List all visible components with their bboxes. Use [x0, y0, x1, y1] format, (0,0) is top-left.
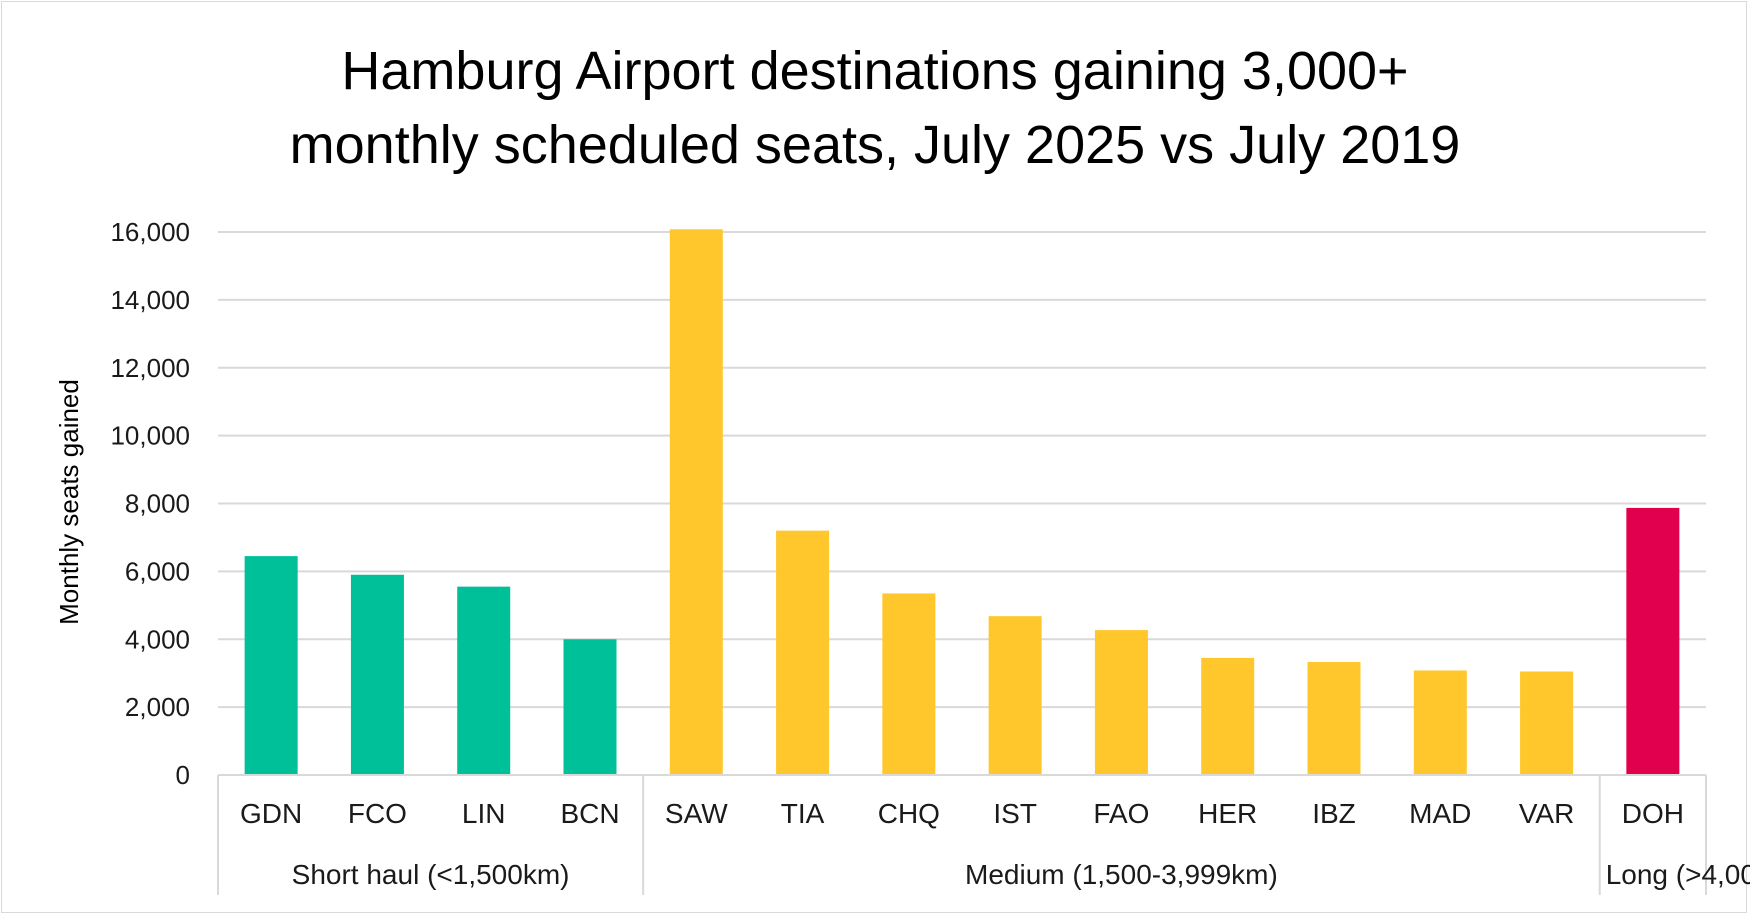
chart-title: Hamburg Airport destinations gaining 3,0… [0, 34, 1750, 182]
bar-ist [988, 616, 1042, 775]
bar-saw [669, 229, 723, 775]
y-tick-label: 4,000 [125, 624, 190, 654]
bar-chq [882, 593, 936, 775]
bar-her [1201, 657, 1255, 775]
x-tick-label: FCO [348, 798, 407, 829]
y-tick-label: 6,000 [125, 556, 190, 586]
bar-bcn [563, 639, 617, 775]
x-tick-label: IST [993, 798, 1037, 829]
bar-mad [1413, 670, 1467, 775]
group-label: Long (>4,000km) [1606, 859, 1750, 890]
y-tick-label: 10,000 [110, 421, 190, 451]
x-tick-label: GDN [240, 798, 302, 829]
x-tick-label: IBZ [1312, 798, 1356, 829]
x-tick-label: CHQ [878, 798, 940, 829]
y-tick-label: 8,000 [125, 489, 190, 519]
y-tick-label: 0 [176, 760, 190, 790]
bars [244, 229, 1680, 775]
bar-doh [1626, 507, 1680, 775]
chart-title-line-1: Hamburg Airport destinations gaining 3,0… [341, 41, 1409, 101]
bar-var [1520, 671, 1574, 775]
x-tick-label: MAD [1409, 798, 1471, 829]
bar-ibz [1307, 661, 1361, 775]
chart-title-line-2: monthly scheduled seats, July 2025 vs Ju… [289, 115, 1461, 175]
y-tick-label: 14,000 [110, 285, 190, 315]
gridlines [218, 231, 1706, 709]
y-tick-label: 16,000 [110, 217, 190, 247]
x-tick-label: TIA [781, 798, 825, 829]
bar-fao [1094, 630, 1148, 775]
x-tick-label: VAR [1519, 798, 1575, 829]
x-tick-label: BCN [560, 798, 619, 829]
group-label: Medium (1,500-3,999km) [965, 859, 1278, 890]
x-axis: GDN FCO LIN BCN SAW TIA CHQ IST FAO HER IBZ MAD VAR D… [217, 774, 1750, 895]
x-tick-label: HER [1198, 798, 1257, 829]
x-tick-label: LIN [462, 798, 506, 829]
x-tick-label: FAO [1093, 798, 1149, 829]
bar-fco [350, 574, 404, 775]
y-tick-label: 2,000 [125, 692, 190, 722]
x-tick-label: SAW [665, 798, 728, 829]
group-label: Short haul (<1,500km) [292, 859, 570, 890]
y-axis-label: Monthly seats gained [54, 379, 84, 625]
bar-gdn [244, 556, 298, 775]
y-axis-ticks: 0 2,000 4,000 6,000 8,000 10,000 12,000 14,000 1… [110, 217, 190, 790]
x-tick-label: DOH [1622, 798, 1684, 829]
bar-tia [776, 530, 830, 775]
bar-lin [457, 586, 511, 775]
y-tick-label: 12,000 [110, 353, 190, 383]
